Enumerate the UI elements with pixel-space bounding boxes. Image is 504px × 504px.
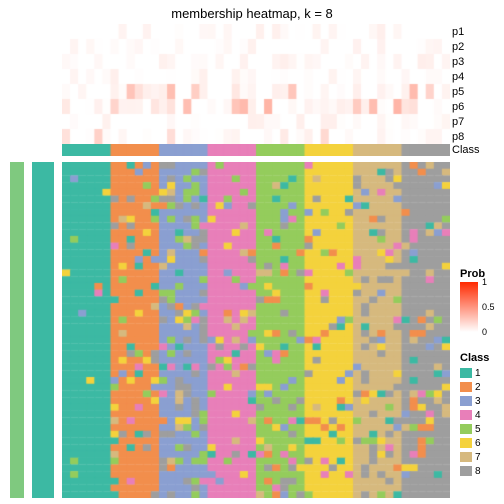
class-strip	[62, 144, 450, 156]
legend-swatch	[460, 466, 472, 476]
row-label: p3	[452, 56, 464, 68]
legend-class-item: 6	[460, 438, 481, 449]
row-label: p4	[452, 71, 464, 83]
legend-swatch	[460, 410, 472, 420]
legend-class-item: 5	[460, 424, 481, 435]
legend-label: 6	[475, 438, 481, 449]
side-bar-inner	[32, 162, 54, 498]
row-label: p8	[452, 131, 464, 143]
row-label: p7	[452, 116, 464, 128]
legend-class-item: 1	[460, 368, 481, 379]
legend-class-item: 4	[460, 410, 481, 421]
legend-class-item: 3	[460, 396, 481, 407]
row-label: p1	[452, 26, 464, 38]
legend-label: 4	[475, 410, 481, 421]
legend-swatch	[460, 452, 472, 462]
legend-swatch	[460, 396, 472, 406]
legend-swatch	[460, 438, 472, 448]
legend-label: 1	[475, 368, 481, 379]
legend-label: 3	[475, 396, 481, 407]
legend-prob-tick: 0.5	[482, 302, 495, 312]
row-label: p5	[452, 86, 464, 98]
legend-swatch	[460, 368, 472, 378]
row-label: Class	[452, 144, 480, 156]
legend-label: 5	[475, 424, 481, 435]
row-label: p2	[452, 41, 464, 53]
legend-class-item: 2	[460, 382, 481, 393]
legend-label: 8	[475, 466, 481, 477]
legend-label: 2	[475, 382, 481, 393]
legend-class-item: 7	[460, 452, 481, 463]
legend-swatch	[460, 424, 472, 434]
chart-title: membership heatmap, k = 8	[0, 6, 504, 21]
prob-heatmap	[62, 24, 450, 144]
legend-class-title: Class	[460, 352, 489, 364]
legend-prob-tick: 0	[482, 327, 487, 337]
legend-prob-gradient	[460, 282, 478, 332]
legend-label: 7	[475, 452, 481, 463]
legend-swatch	[460, 382, 472, 392]
row-label: p6	[452, 101, 464, 113]
sampling-heatmap	[62, 162, 450, 498]
legend-prob-tick: 1	[482, 277, 487, 287]
side-bar-outer	[10, 162, 24, 498]
legend-class-item: 8	[460, 466, 481, 477]
